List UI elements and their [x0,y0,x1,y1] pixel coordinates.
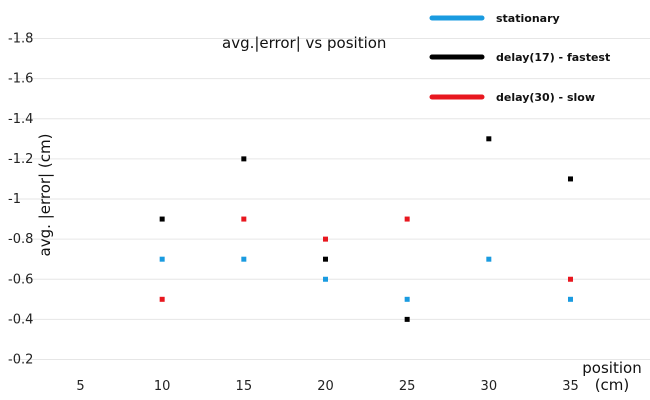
y-tick-label: -1.4 [8,112,33,127]
data-point [567,276,573,282]
data-point [241,256,247,262]
legend-label: delay(30) - slow [496,91,595,104]
tick-labels: -0.2 -0.4 -0.6 -0.8 -1 -1.2 -1.4 -1.6 -1.8 5 10 15 2… [8,32,579,395]
grid-lines [14,38,650,360]
data-points [159,136,573,322]
y-tick-label: -1.6 [8,72,33,87]
data-point [567,296,573,302]
data-point [404,316,410,322]
x-tick-label: 30 [481,379,498,394]
data-point [159,216,165,222]
x-tick-label: 25 [399,379,416,394]
data-point [404,216,410,222]
data-point [322,276,328,282]
y-tick-label: -1.2 [8,152,33,167]
y-tick-label: -1 [8,192,21,207]
data-point [322,256,328,262]
y-tick-label: -0.2 [8,353,33,368]
x-tick-label: 10 [154,379,171,394]
chart-title: avg.|error| vs position [222,34,386,52]
y-tick-label: -0.4 [8,312,33,327]
data-point [159,296,165,302]
y-tick-label: -0.8 [8,232,33,247]
y-tick-label: -0.6 [8,272,33,287]
data-point [404,296,410,302]
x-axis-title-line1: position [582,359,641,377]
data-point [567,176,573,182]
legend-label: stationary [496,12,560,25]
legend-label: delay(17) - fastest [496,51,610,64]
y-tick-label: -1.8 [8,32,33,47]
data-point [486,256,492,262]
data-point [159,256,165,262]
data-point [322,236,328,242]
x-tick-label: 5 [76,379,84,394]
legend: stationary delay(17) - fastest delay(30) -… [429,12,610,104]
data-point [241,216,247,222]
y-axis-title: avg. |error| (cm) [36,134,54,257]
x-tick-label: 35 [562,379,579,394]
data-point [486,136,492,142]
x-tick-label: 20 [317,379,334,394]
data-point [241,156,247,162]
x-tick-label: 15 [236,379,253,394]
x-axis-title-line2: (cm) [595,376,630,394]
